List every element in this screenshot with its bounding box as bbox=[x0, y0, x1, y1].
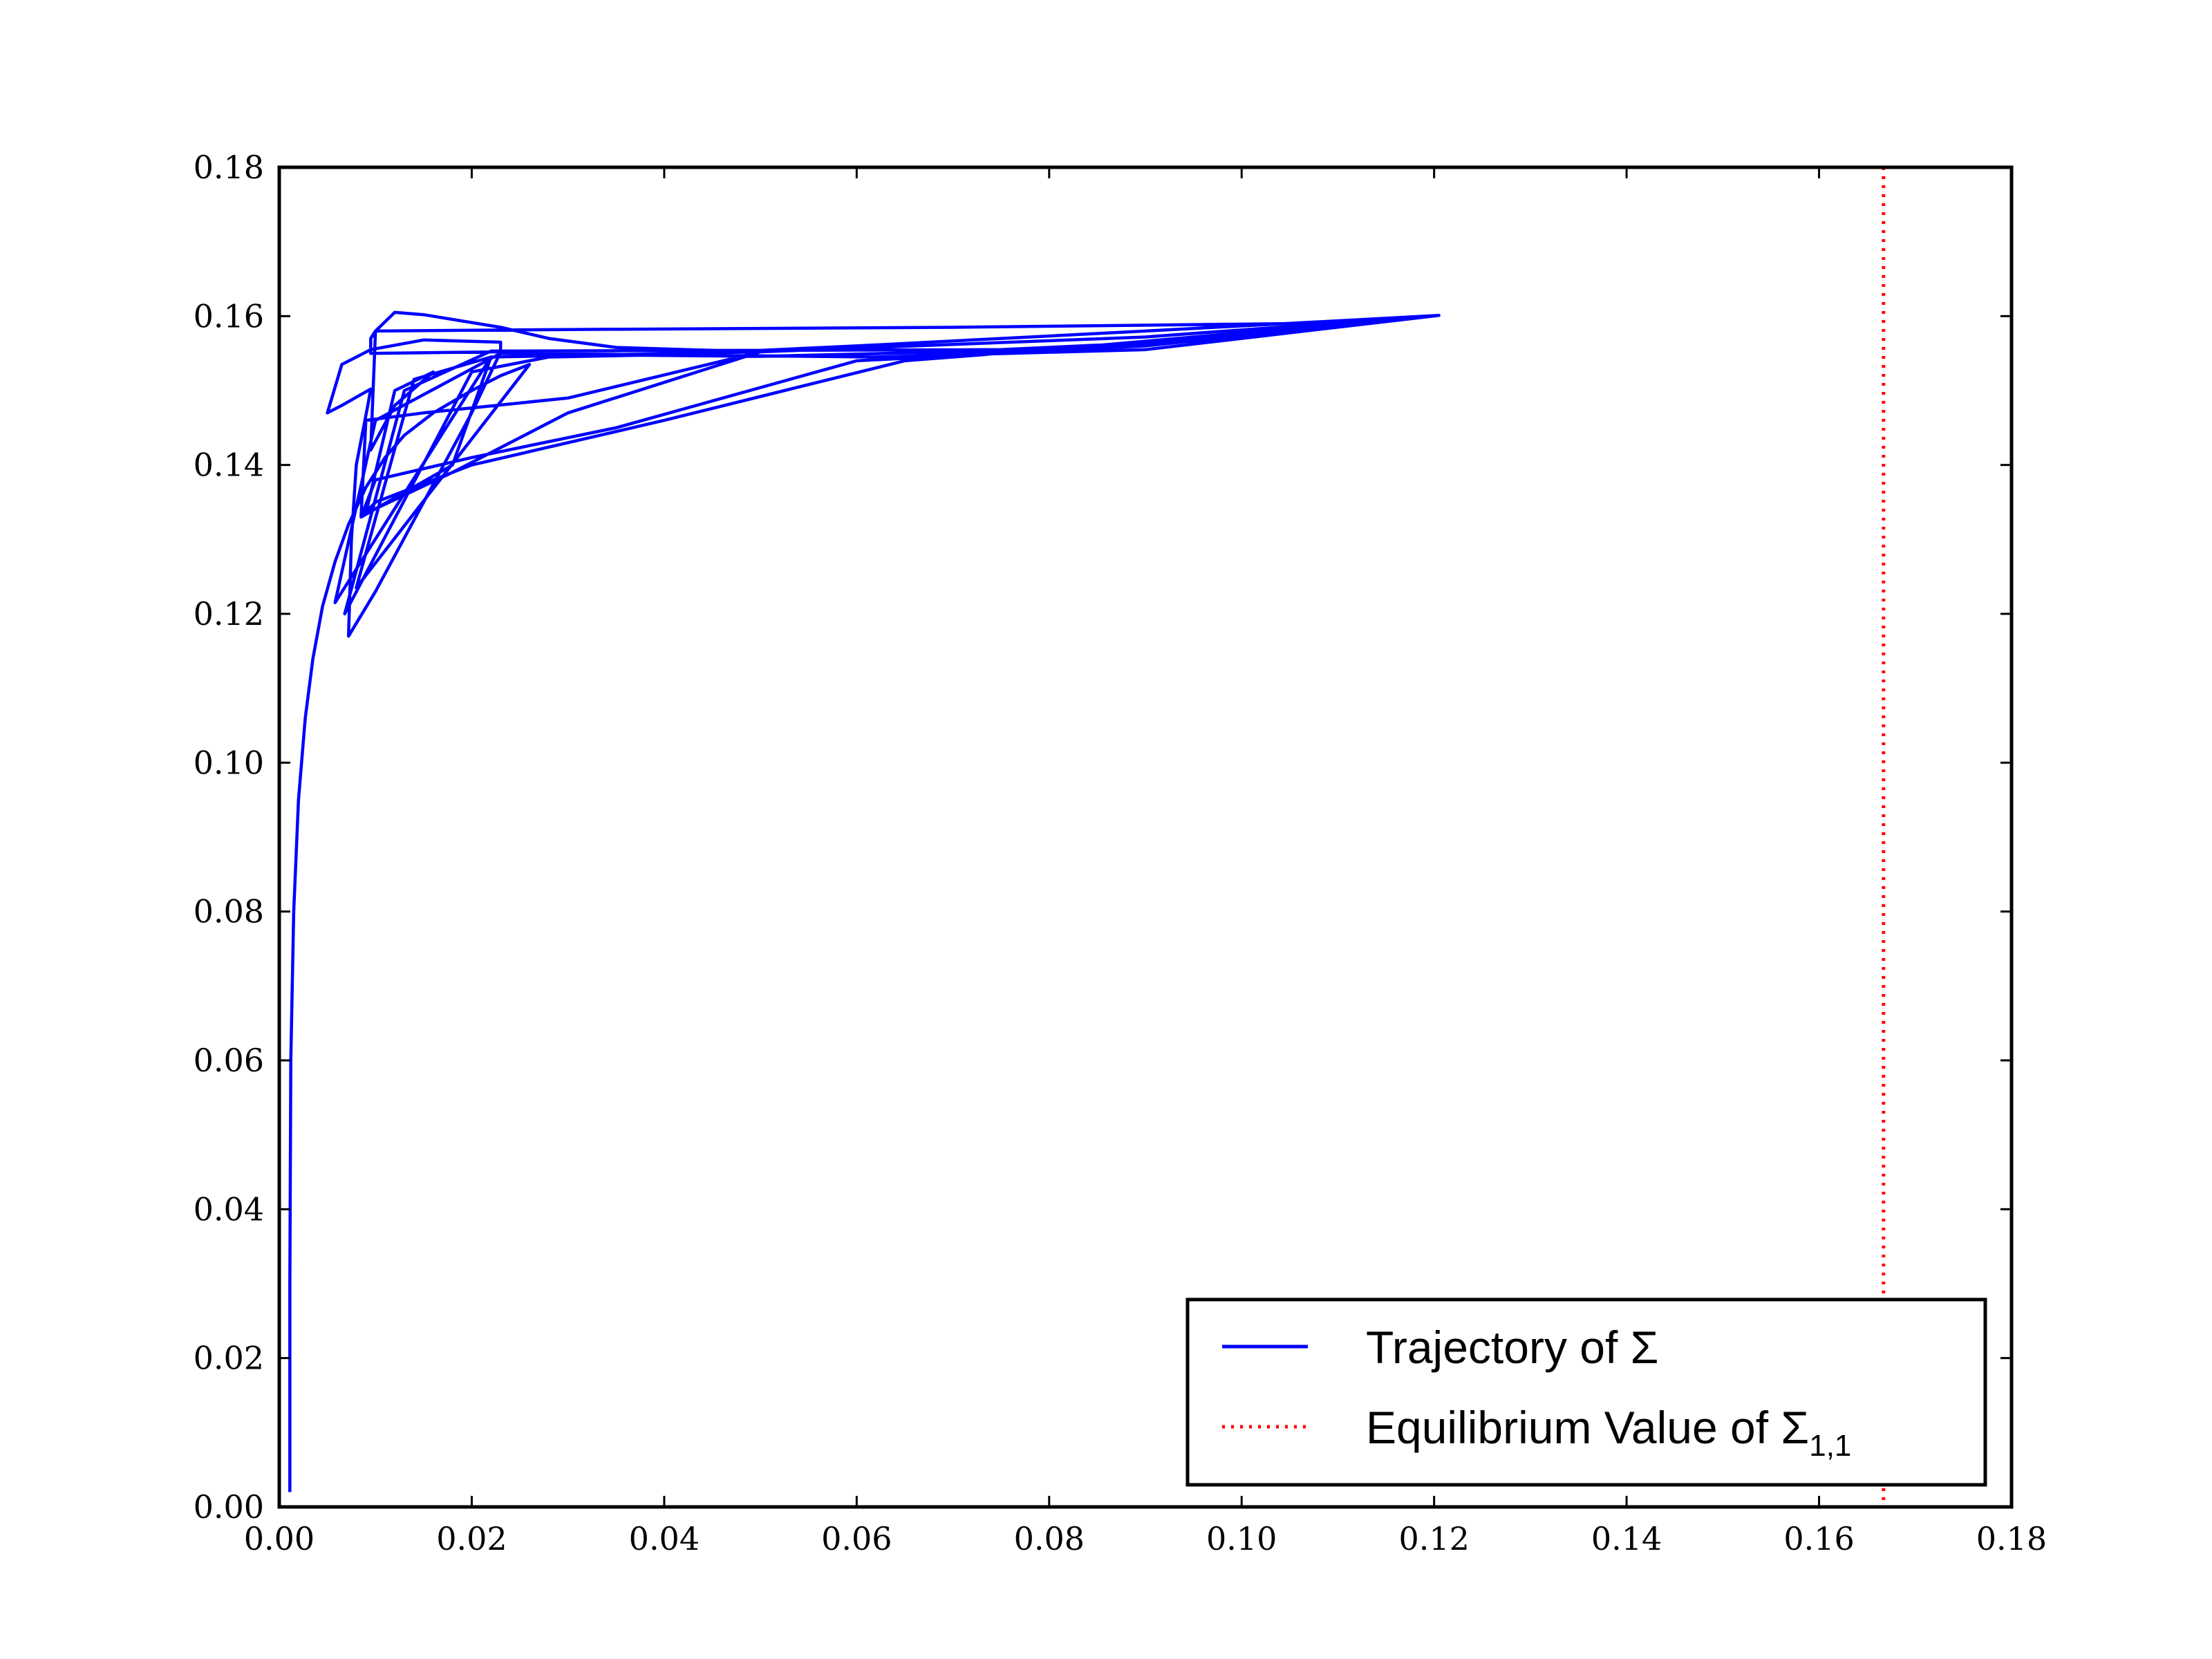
y-tick-label: 0.04 bbox=[194, 1190, 264, 1228]
axes: 0.00 0.02 0.04 0.06 0.08 0.10 0.12 0.14 0.16 0.18… bbox=[194, 149, 2047, 1557]
legend-label-equilibrium-main: Equilibrium Value of Σ bbox=[1366, 1402, 1809, 1453]
y-tick-label: 0.08 bbox=[194, 893, 264, 930]
plot-area bbox=[288, 167, 1886, 1507]
y-tick-label: 0.06 bbox=[194, 1042, 264, 1079]
x-tick-label: 0.10 bbox=[1206, 1520, 1277, 1557]
x-tick-label: 0.06 bbox=[821, 1520, 892, 1557]
x-tick-label: 0.12 bbox=[1398, 1520, 1469, 1557]
y-tick-label: 0.10 bbox=[194, 744, 264, 781]
trajectory-line bbox=[288, 310, 1441, 1492]
y-tick-label: 0.18 bbox=[194, 149, 264, 186]
y-tick-label: 0.12 bbox=[194, 595, 264, 632]
x-tick-label: 0.16 bbox=[1783, 1520, 1854, 1557]
y-tick-label: 0.00 bbox=[194, 1488, 264, 1526]
x-tick-label: 0.04 bbox=[629, 1520, 700, 1557]
x-tick-label: 0.00 bbox=[244, 1520, 315, 1557]
legend-label-trajectory: Trajectory of Σ bbox=[1366, 1322, 1658, 1373]
x-tick-label: 0.08 bbox=[1014, 1520, 1085, 1557]
legend: Trajectory of Σ Equilibrium Value of Σ1,… bbox=[1185, 1297, 1987, 1487]
x-tick-label: 0.18 bbox=[1976, 1520, 2047, 1557]
x-tick-label: 0.02 bbox=[436, 1520, 507, 1557]
legend-label-equilibrium-subscript: 1,1 bbox=[1809, 1429, 1851, 1463]
legend-box bbox=[1185, 1297, 1987, 1487]
legend-label-equilibrium: Equilibrium Value of Σ1,1 bbox=[1366, 1402, 1851, 1463]
x-tick-label: 0.14 bbox=[1591, 1520, 1662, 1557]
y-tick-label: 0.02 bbox=[194, 1340, 264, 1377]
y-tick-label: 0.14 bbox=[194, 447, 264, 484]
y-tick-label: 0.16 bbox=[194, 297, 264, 335]
axes-frame bbox=[277, 165, 2014, 1509]
